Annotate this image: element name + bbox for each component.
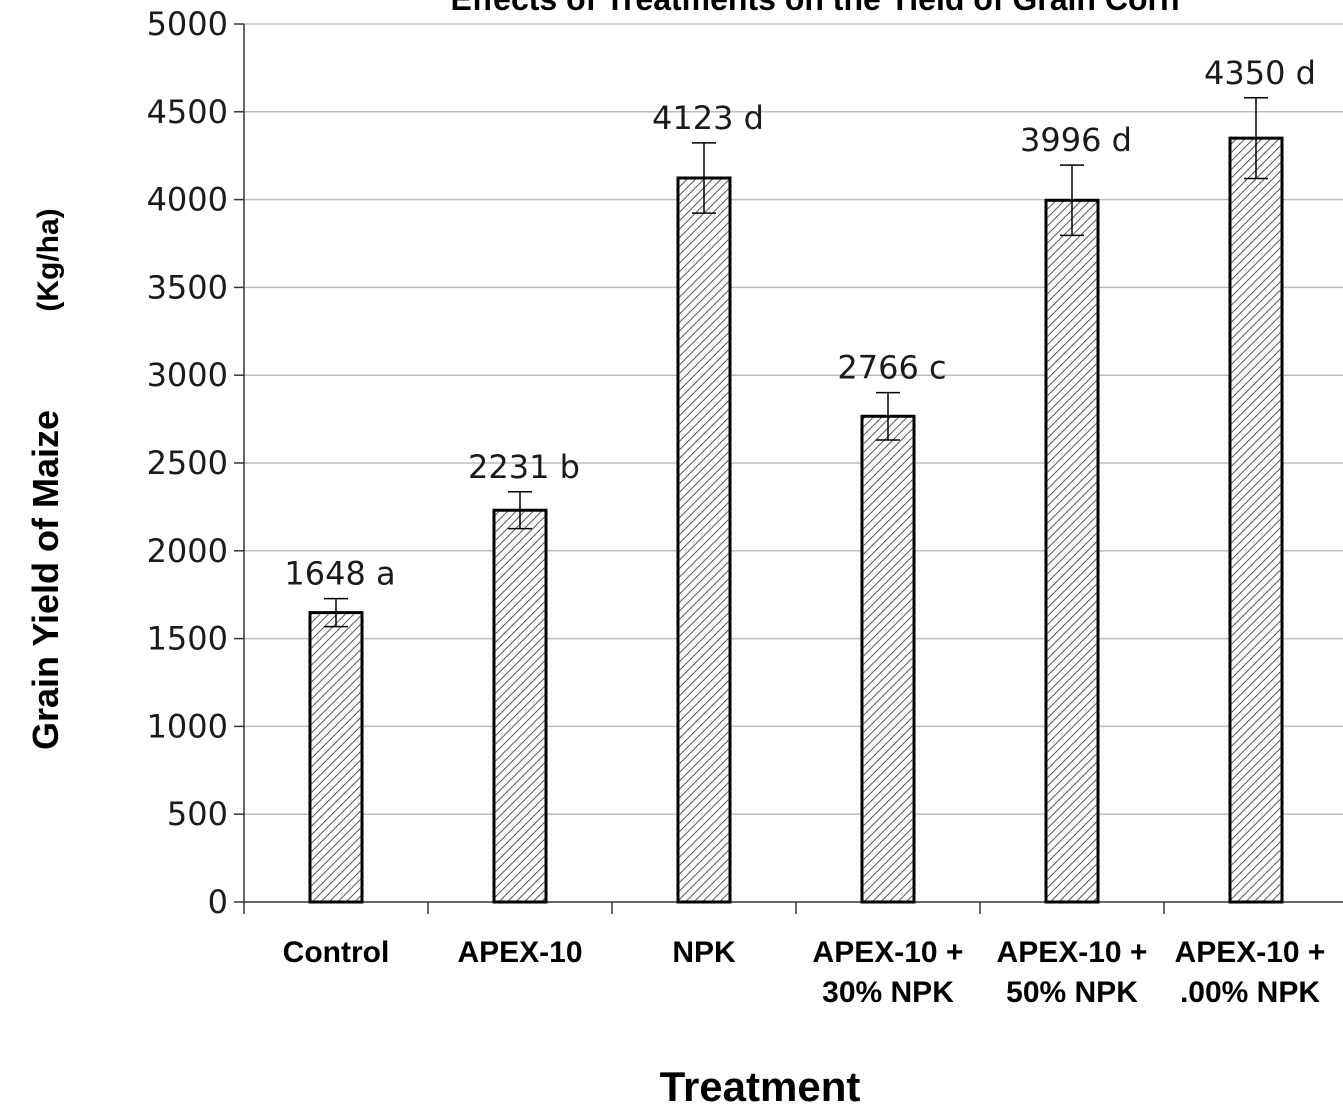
gridlines [244,23,1343,815]
data-label: 3996 d [1020,121,1132,159]
error-bar [692,142,716,214]
axes [234,23,1343,914]
bar [1044,198,1100,904]
data-label: 4123 d [652,99,764,137]
data-label: 1648 a [284,555,395,593]
bar [492,508,548,904]
x-tick-label: NPK [672,936,736,969]
data-label: 2231 b [468,448,580,486]
bars [308,97,1284,904]
data-label: 4350 d [1204,54,1316,92]
error-bar [1244,97,1268,180]
y-tick-label: 1000 [147,707,228,745]
bar [308,611,364,904]
y-tick-label: 5000 [147,5,228,43]
x-tick-label: .00% NPK [1180,976,1320,1009]
y-tick-label: 4500 [147,93,228,131]
y-tick-label: 2000 [147,532,228,570]
x-axis-title: Treatment [660,1063,861,1107]
x-tick-label: APEX-10 + [813,936,964,969]
bar [676,176,732,904]
chart-title: Effects of Treatments on the Yield of Gr… [451,0,1180,17]
y-tick-label: 1500 [147,620,228,658]
error-bar [324,597,348,628]
y-axis-title-unit: (Kg/ha) [32,208,65,311]
x-tick-label: 50% NPK [1006,976,1138,1009]
labels: 0 500 1000 1500 2000 2500 3000 3500 4000 4500 5000… [147,5,1326,1009]
y-axis-title: Grain Yield of Maize (Kg/ha) [25,208,66,750]
x-tick-label: APEX-10 + [997,936,1148,969]
y-tick-label: 0 [208,883,228,921]
bar [1228,136,1284,904]
y-tick-label: 3000 [147,356,228,394]
y-tick-label: 4000 [147,181,228,219]
error-bar [508,491,532,530]
y-tick-label: 500 [167,795,228,833]
error-bar [876,391,900,441]
x-tick-label: APEX-10 + [1175,936,1326,969]
x-tick-label: APEX-10 [457,936,582,969]
data-label: 2766 c [837,349,946,387]
bar [860,414,916,904]
y-tick-label: 2500 [147,444,228,482]
y-tick-label: 3500 [147,268,228,306]
x-tick-label: 30% NPK [822,976,954,1009]
y-axis-title-main: Grain Yield of Maize [25,410,66,750]
error-bar [1060,164,1084,237]
x-tick-label: Control [283,936,390,969]
